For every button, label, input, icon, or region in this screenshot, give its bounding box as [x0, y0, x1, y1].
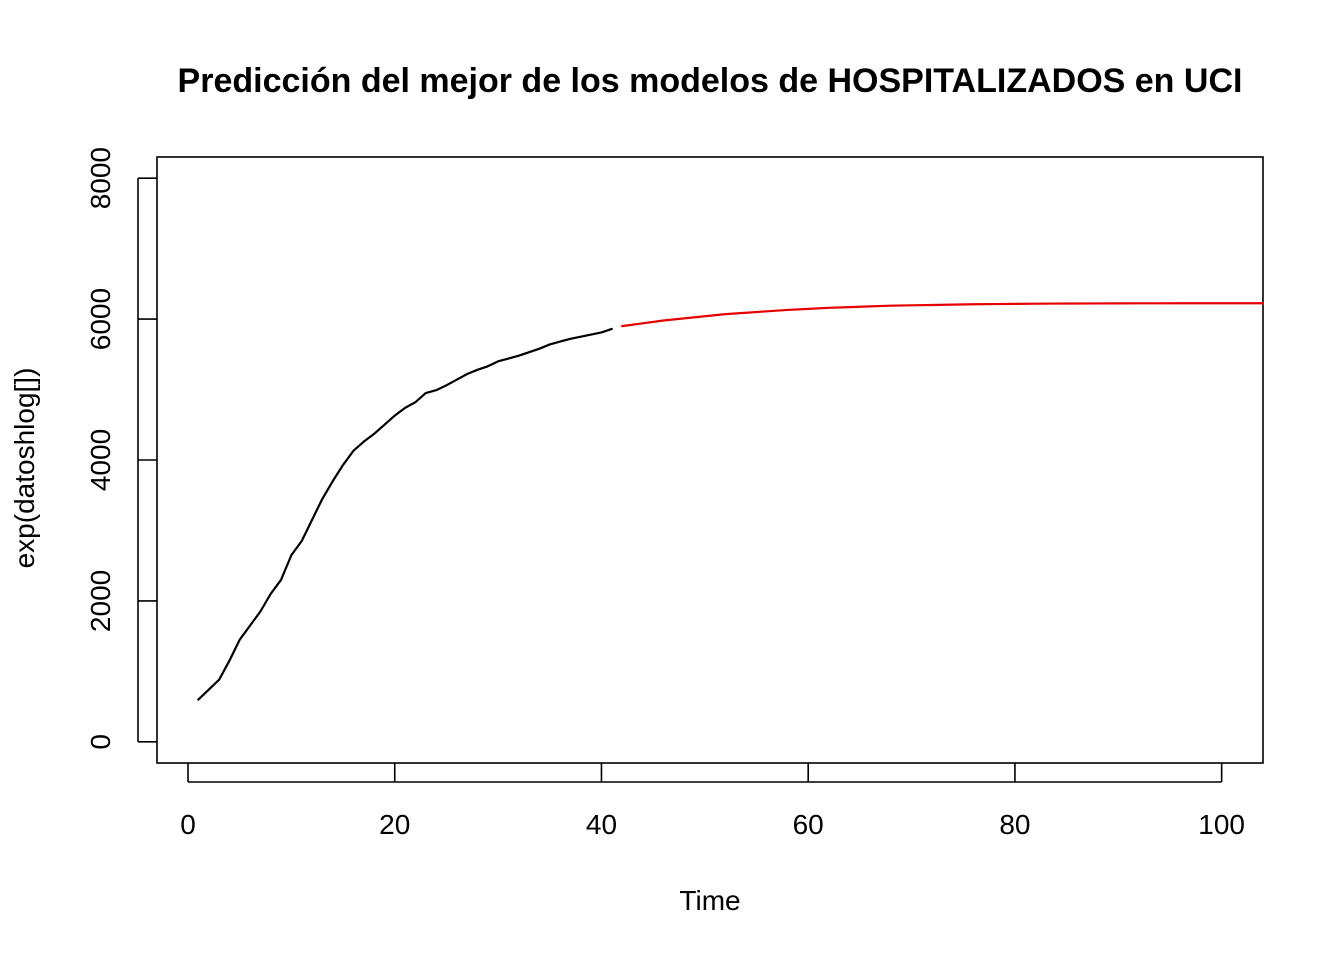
- series-layer: [197, 302, 1265, 701]
- x-tick-label: 80: [999, 809, 1030, 840]
- y-axis-label: exp(datoshlog[]): [9, 368, 40, 569]
- x-axis: 0 20 40 60 80 100: [180, 763, 1245, 840]
- x-tick-label: 0: [180, 809, 196, 840]
- x-tick-label: 20: [379, 809, 410, 840]
- x-tick-label: 60: [793, 809, 824, 840]
- x-axis-label: Time: [679, 885, 740, 916]
- y-axis: 0 2000 4000 6000 8000: [85, 147, 157, 750]
- y-tick-label: 6000: [85, 288, 116, 350]
- observed-series-line: [197, 327, 613, 701]
- forecast-series-line: [621, 302, 1265, 328]
- x-tick-label: 40: [586, 809, 617, 840]
- y-tick-label: 2000: [85, 570, 116, 632]
- x-tick-label: 100: [1198, 809, 1245, 840]
- y-tick-label: 0: [85, 734, 116, 750]
- y-tick-label: 4000: [85, 429, 116, 491]
- y-tick-label: 8000: [85, 147, 116, 209]
- chart-title: Predicción del mejor de los modelos de H…: [178, 62, 1243, 100]
- plot-frame: [156, 156, 1264, 764]
